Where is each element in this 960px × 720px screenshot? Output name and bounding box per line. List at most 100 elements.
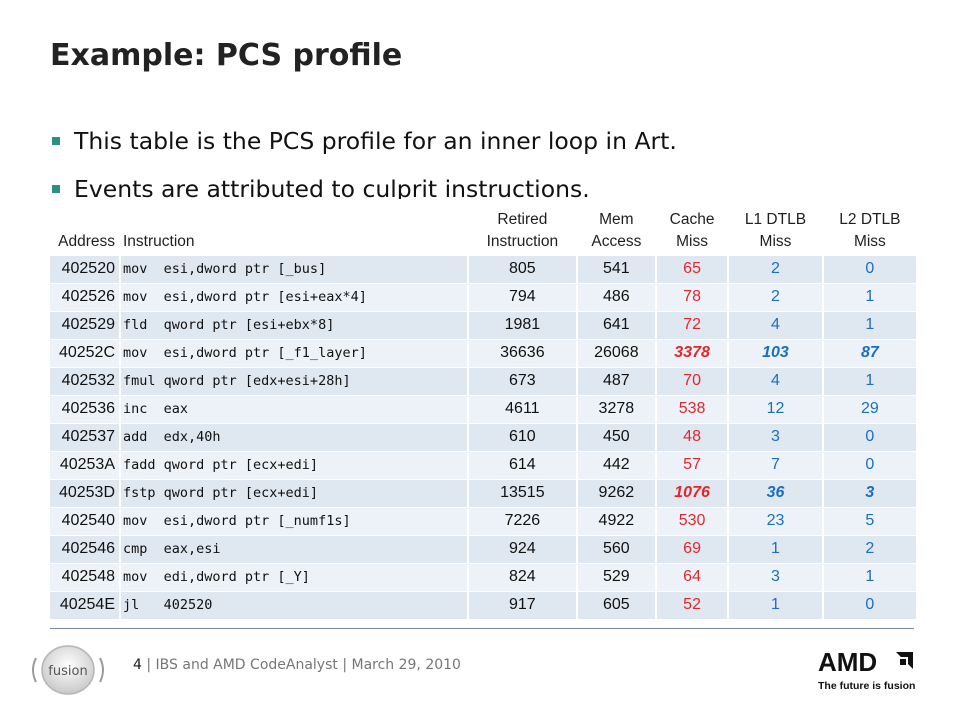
cell-cache-miss: 48 [655,423,730,452]
bullet-text: This table is the PCS profile for an inn… [74,127,677,155]
cell-cache-miss: 64 [655,563,730,592]
cell-retired: 610 [468,423,578,452]
cell-address: 40252C [50,339,121,368]
header-line: Cache [669,210,715,228]
cell-cache-miss: 78 [655,283,730,312]
square-bullet-icon [52,137,60,145]
header-line: Instruction [486,232,559,250]
cell-address: 402537 [50,423,121,452]
cell-l1-dtlb: 23 [728,507,824,536]
cell-retired: 13515 [468,479,578,508]
pcs-profile-table: Address Instruction Retired Instruction … [50,199,916,620]
cell-retired: 1981 [468,311,578,340]
header-instruction: Instruction [120,199,469,256]
cell-retired: 4611 [468,395,578,424]
cell-mem-access: 442 [576,451,657,480]
cell-address: 40253A [50,451,121,480]
table-row: 402526 mov esi,dword ptr [esi+eax*4] 794 48… [50,283,916,312]
table-row: 402536 inc eax 4611 3278 538 12 29 [50,395,916,424]
cell-l1-dtlb: 1 [728,591,824,620]
cell-l2-dtlb: 0 [822,591,916,620]
cell-mem-access: 9262 [576,479,657,508]
fusion-logo: fusion [32,645,104,695]
cell-address: 40253D [50,479,121,508]
footer: 4 | IBS and AMD CodeAnalyst | March 29, … [133,657,461,673]
cell-l1-dtlb: 12 [728,395,824,424]
cell-mem-access: 450 [576,423,657,452]
table-row: 402546 cmp eax,esi 924 560 69 1 2 [50,535,916,564]
cell-instruction: cmp eax,esi [120,535,469,564]
table-body: 402520 mov esi,dword ptr [_bus] 805 541 65 2 0… [50,255,916,620]
cell-address: 402546 [50,535,121,564]
cell-address: 402529 [50,311,121,340]
cell-l2-dtlb: 5 [822,507,916,536]
header-line: Retired [497,210,548,228]
table-row: 402548 mov edi,dword ptr [_Y] 824 529 64 3 1 [50,563,916,592]
cell-l2-dtlb: 29 [822,395,916,424]
cell-retired: 917 [468,591,578,620]
header-line: Miss [759,232,792,250]
cell-instruction: mov edi,dword ptr [_Y] [120,563,469,592]
table-row: 40253D fstp qword ptr [ecx+edi] 13515 9262 1… [50,479,916,508]
header-line: Miss [676,232,708,250]
cell-address: 40254E [50,591,121,620]
header-line: Miss [853,232,886,250]
cell-cache-miss: 538 [655,395,730,424]
cell-l1-dtlb: 4 [728,367,824,396]
table-row: 402520 mov esi,dword ptr [_bus] 805 541 65 2 0 [50,255,916,284]
cell-address: 402532 [50,367,121,396]
cell-retired: 614 [468,451,578,480]
cell-l1-dtlb: 3 [728,423,824,452]
cell-instruction: inc eax [120,395,469,424]
cell-l1-dtlb: 2 [728,283,824,312]
cell-mem-access: 560 [576,535,657,564]
cell-instruction: fld qword ptr [esi+ebx*8] [120,311,469,340]
cell-l1-dtlb: 3 [728,563,824,592]
cell-cache-miss: 3378 [655,339,730,368]
cell-instruction: mov esi,dword ptr [_numf1s] [120,507,469,536]
cell-retired: 824 [468,563,578,592]
cell-instruction: fstp qword ptr [ecx+edi] [120,479,469,508]
cell-l2-dtlb: 0 [822,255,916,284]
cell-l2-dtlb: 0 [822,451,916,480]
cell-l1-dtlb: 7 [728,451,824,480]
table-header-row: Address Instruction Retired Instruction … [50,199,916,256]
cell-retired: 7226 [468,507,578,536]
cell-cache-miss: 65 [655,255,730,284]
cell-mem-access: 487 [576,367,657,396]
cell-mem-access: 3278 [576,395,657,424]
cell-l2-dtlb: 87 [822,339,916,368]
cell-instruction: mov esi,dword ptr [esi+eax*4] [120,283,469,312]
table-row: 40254E jl 402520 917 605 52 1 0 [50,591,916,620]
cell-cache-miss: 57 [655,451,730,480]
cell-instruction: mov esi,dword ptr [_f1_layer] [120,339,469,368]
cell-mem-access: 641 [576,311,657,340]
cell-cache-miss: 52 [655,591,730,620]
cell-l2-dtlb: 1 [822,367,916,396]
amd-logo-text: AMD [818,647,877,677]
cell-retired: 805 [468,255,578,284]
cell-address: 402548 [50,563,121,592]
header-mem-access: Mem Access [576,199,657,256]
cell-instruction: fmul qword ptr [edx+esi+28h] [120,367,469,396]
cell-l2-dtlb: 1 [822,283,916,312]
square-bullet-icon [52,185,60,193]
header-cache-miss: Cache Miss [655,199,730,256]
cell-address: 402536 [50,395,121,424]
table-row: 40253A fadd qword ptr [ecx+edi] 614 442 57 7 0 [50,451,916,480]
cell-l2-dtlb: 0 [822,423,916,452]
cell-cache-miss: 70 [655,367,730,396]
cell-l1-dtlb: 103 [728,339,824,368]
cell-address: 402526 [50,283,121,312]
cell-cache-miss: 530 [655,507,730,536]
cell-instruction: mov esi,dword ptr [_bus] [120,255,469,284]
cell-mem-access: 4922 [576,507,657,536]
footer-text: | IBS and AMD CodeAnalyst | March 29, 20… [141,657,461,673]
footer-divider [50,628,914,629]
header-address: Address [50,199,121,256]
header-line: L1 DTLB [744,210,807,228]
cell-l1-dtlb: 2 [728,255,824,284]
cell-l1-dtlb: 36 [728,479,824,508]
bullet-item: Events are attributed to culprit instruc… [50,165,677,213]
cell-l2-dtlb: 3 [822,479,916,508]
